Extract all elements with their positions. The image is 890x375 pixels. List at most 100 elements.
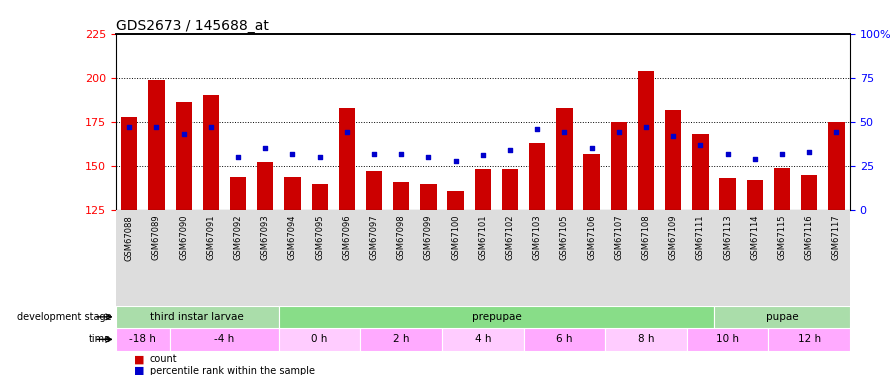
Point xyxy=(802,149,816,155)
Text: ■: ■ xyxy=(134,366,144,375)
Point xyxy=(286,151,300,157)
Point xyxy=(666,133,680,139)
Bar xyxy=(801,175,817,210)
Text: GSM67096: GSM67096 xyxy=(343,215,352,260)
Bar xyxy=(529,143,546,210)
Text: time: time xyxy=(89,334,111,344)
Text: GSM67089: GSM67089 xyxy=(152,215,161,260)
Bar xyxy=(366,171,382,210)
Bar xyxy=(665,110,682,210)
Text: 0 h: 0 h xyxy=(312,334,328,344)
Point xyxy=(557,129,571,135)
Bar xyxy=(279,328,360,351)
Text: GSM67092: GSM67092 xyxy=(233,215,243,260)
Text: 6 h: 6 h xyxy=(556,334,572,344)
Bar xyxy=(523,328,605,351)
Text: pupae: pupae xyxy=(765,312,798,322)
Text: GSM67114: GSM67114 xyxy=(750,215,759,260)
Text: prepupae: prepupae xyxy=(472,312,522,322)
Text: GSM67093: GSM67093 xyxy=(261,215,270,260)
Point xyxy=(748,156,762,162)
Bar xyxy=(714,306,850,328)
Bar xyxy=(393,182,409,210)
Point xyxy=(721,151,735,157)
Text: ■: ■ xyxy=(134,354,144,364)
Text: GSM67091: GSM67091 xyxy=(206,215,215,260)
Text: 10 h: 10 h xyxy=(716,334,739,344)
Point xyxy=(449,158,463,164)
Text: -18 h: -18 h xyxy=(129,334,157,344)
Point xyxy=(231,154,246,160)
Point xyxy=(340,129,354,135)
Text: GSM67108: GSM67108 xyxy=(642,215,651,260)
Point xyxy=(503,147,517,153)
Point xyxy=(204,124,218,130)
Text: GSM67100: GSM67100 xyxy=(451,215,460,260)
Bar xyxy=(692,134,708,210)
Bar xyxy=(829,122,845,210)
Point xyxy=(775,151,789,157)
Bar xyxy=(284,177,301,210)
Bar xyxy=(719,178,736,210)
Text: 8 h: 8 h xyxy=(638,334,654,344)
Text: GSM67099: GSM67099 xyxy=(424,215,433,260)
Text: GSM67115: GSM67115 xyxy=(778,215,787,260)
Bar xyxy=(175,102,192,210)
Text: GSM67102: GSM67102 xyxy=(506,215,514,260)
Text: 12 h: 12 h xyxy=(797,334,821,344)
Point xyxy=(693,142,708,148)
Text: development stage: development stage xyxy=(17,312,111,322)
Bar xyxy=(279,306,714,328)
Text: GSM67103: GSM67103 xyxy=(533,215,542,260)
Bar xyxy=(121,117,137,210)
Point xyxy=(639,124,653,130)
Point xyxy=(585,146,599,152)
Text: GSM67094: GSM67094 xyxy=(288,215,297,260)
Text: 2 h: 2 h xyxy=(393,334,409,344)
Text: GSM67116: GSM67116 xyxy=(805,215,813,260)
Point xyxy=(176,131,190,137)
Bar xyxy=(502,170,518,210)
Bar xyxy=(339,108,355,210)
Bar xyxy=(638,71,654,210)
Text: 4 h: 4 h xyxy=(474,334,491,344)
Bar xyxy=(149,80,165,210)
Bar xyxy=(747,180,763,210)
Text: count: count xyxy=(150,354,177,364)
Text: GSM67095: GSM67095 xyxy=(315,215,324,260)
Point xyxy=(475,152,490,158)
Text: GSM67109: GSM67109 xyxy=(668,215,677,260)
Bar xyxy=(584,154,600,210)
Point xyxy=(258,146,272,152)
Bar xyxy=(442,328,523,351)
Text: third instar larvae: third instar larvae xyxy=(150,312,244,322)
Bar xyxy=(768,328,850,351)
Bar xyxy=(230,177,247,210)
Bar xyxy=(420,184,437,210)
Bar xyxy=(116,328,170,351)
Bar xyxy=(312,184,328,210)
Text: GDS2673 / 145688_at: GDS2673 / 145688_at xyxy=(116,19,269,33)
Bar xyxy=(257,162,273,210)
Point xyxy=(150,124,164,130)
Bar xyxy=(605,328,687,351)
Text: -4 h: -4 h xyxy=(214,334,235,344)
Bar xyxy=(448,190,464,210)
Text: GSM67117: GSM67117 xyxy=(832,215,841,260)
Text: GSM67105: GSM67105 xyxy=(560,215,569,260)
Bar xyxy=(611,122,627,210)
Point xyxy=(829,129,844,135)
Text: GSM67101: GSM67101 xyxy=(478,215,488,260)
Point xyxy=(312,154,327,160)
Text: percentile rank within the sample: percentile rank within the sample xyxy=(150,366,314,375)
Bar xyxy=(687,328,768,351)
Bar xyxy=(556,108,572,210)
Text: GSM67107: GSM67107 xyxy=(614,215,623,260)
Text: GSM67090: GSM67090 xyxy=(179,215,188,260)
Point xyxy=(611,129,626,135)
Point xyxy=(530,126,545,132)
Point xyxy=(421,154,435,160)
Text: GSM67113: GSM67113 xyxy=(723,215,732,260)
Bar xyxy=(203,96,219,210)
Text: GSM67097: GSM67097 xyxy=(369,215,378,260)
